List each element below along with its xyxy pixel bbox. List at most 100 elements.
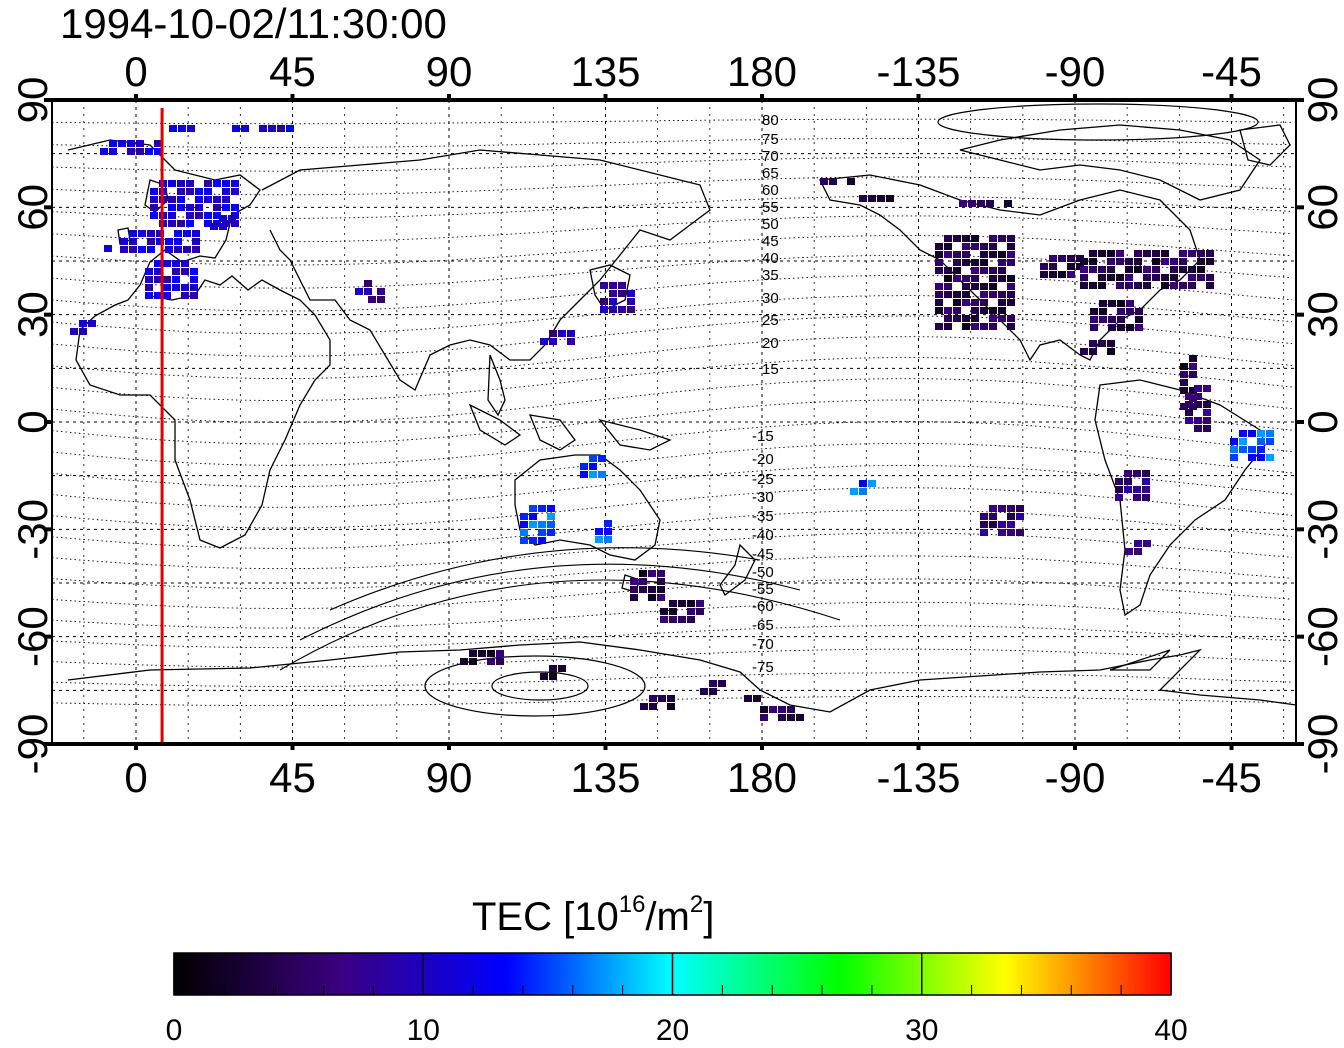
axis-tick-label: 30 [9, 291, 56, 338]
contour-label: 40 [762, 250, 779, 267]
tick-mark [760, 94, 764, 102]
contour-label: -50 [752, 564, 774, 581]
contour-label: 75 [762, 131, 779, 148]
contour-label: -25 [752, 471, 774, 488]
axis-tick-label: -30 [1299, 499, 1344, 560]
tec-patch-japan [355, 280, 372, 295]
tec-patch-south-america [1115, 470, 1150, 501]
colorbar-tick-label: 10 [407, 1014, 440, 1047]
axis-tick-label: -60 [1299, 606, 1344, 667]
axis-tick-label: -60 [9, 606, 56, 667]
tick-mark [603, 742, 608, 750]
contour-label: 80 [762, 112, 779, 129]
tec-patch-south-america [1125, 540, 1151, 555]
tick-mark [1073, 742, 1077, 750]
tec-patch-north-america [820, 178, 855, 185]
tick-mark [916, 742, 921, 750]
tec-patch-europe [210, 215, 236, 230]
tec-patch-north-america [859, 195, 894, 202]
tick-mark [44, 742, 52, 746]
tec-patch-north-america [1080, 250, 1214, 289]
axis-tick-label: -45 [1201, 754, 1262, 801]
colorbar-ticks: 0 10 20 30 40 [166, 953, 1188, 1047]
contour-line [937, 103, 1259, 141]
contour-line [51, 399, 1293, 445]
tec-patch-antarctica [660, 600, 704, 623]
tec-patch-north-america [1080, 340, 1115, 355]
contour-label: 70 [762, 148, 779, 165]
contour-line [51, 357, 1293, 402]
contour-label: -30 [752, 489, 774, 506]
tec-patch-antarctica [640, 695, 675, 710]
axis-tick-label: 135 [570, 48, 640, 95]
tec-patch-europe [232, 125, 294, 132]
axis-tick-label: 90 [426, 754, 473, 801]
contour-line [279, 579, 841, 671]
tec-patch-japan [600, 282, 635, 313]
contour-label: -65 [752, 617, 774, 634]
contour-line [51, 315, 1293, 357]
axis-tick-label: -30 [9, 499, 56, 560]
contour-line [424, 655, 646, 717]
tick-mark [1296, 205, 1304, 210]
tec-patch-antarctica [760, 706, 804, 721]
longitude-axis-top: 0 45 90 135 180 -135 -90 -45 [124, 48, 1262, 95]
axis-tick-label: 90 [9, 77, 56, 124]
tick-mark [44, 527, 52, 532]
contour-line [51, 378, 1293, 423]
contour-label: 35 [762, 267, 779, 284]
contour-label: -20 [752, 451, 774, 468]
contour-label: 55 [762, 199, 779, 216]
colorbar-tick-label: 0 [166, 1014, 183, 1047]
axis-tick-label: -45 [1201, 48, 1262, 95]
contour-line [51, 295, 1293, 335]
colorbar-tick-label: 40 [1154, 1014, 1187, 1047]
axis-tick-label: -90 [1299, 714, 1344, 775]
contour-label: -35 [752, 508, 774, 525]
plot-title: 1994-10-02/11:30:00 [60, 0, 447, 47]
colorbar: TEC [1016/m2] 0 10 20 30 40 [166, 891, 1188, 1047]
axis-tick-label: 180 [727, 754, 797, 801]
axis-tick-label: 90 [1299, 77, 1344, 124]
tick-mark [134, 94, 138, 102]
contour-line [329, 547, 761, 611]
contour-line [491, 671, 589, 701]
tec-patch-japan [540, 330, 575, 345]
axis-tick-label: 135 [570, 754, 640, 801]
contour-line [51, 336, 1293, 379]
tick-mark [44, 205, 52, 210]
axis-tick-label: 0 [9, 410, 56, 433]
tec-patch-antarctica [700, 680, 726, 695]
tick-mark [1073, 94, 1077, 102]
tick-mark [760, 742, 764, 750]
tec-patch-antarctica [540, 665, 566, 680]
colorbar-title: TEC [1016/m2] [472, 891, 714, 939]
axis-tick-label: -135 [876, 48, 960, 95]
longitude-axis-bottom: 0 45 90 135 180 -135 -90 -45 [124, 754, 1262, 801]
contour-label: 30 [762, 290, 779, 307]
contour-label: 45 [762, 233, 779, 250]
tick-mark [290, 742, 295, 750]
tick-mark [44, 312, 52, 317]
colorbar-tick-label: 20 [656, 1014, 689, 1047]
contour-label: 60 [762, 182, 779, 199]
contour-label: 25 [762, 312, 779, 329]
tick-mark [1296, 527, 1304, 532]
contour-label: -75 [752, 659, 774, 676]
tick-mark [1296, 98, 1304, 102]
tick-mark [44, 634, 52, 639]
contour-line [51, 465, 1293, 508]
tec-patch-antarctica [460, 650, 504, 665]
tick-mark [1296, 634, 1304, 639]
axis-tick-label: 180 [727, 48, 797, 95]
tick-mark [447, 742, 451, 750]
tec-patch-antarctica [630, 570, 665, 601]
tick-mark [290, 94, 295, 102]
tec-patch-antarctica [744, 695, 761, 702]
axis-tick-label: -135 [876, 754, 960, 801]
axis-tick-label: 60 [1299, 184, 1344, 231]
contour-line [51, 555, 1293, 590]
tec-patch-europe [120, 230, 200, 253]
contour-label: 15 [762, 361, 779, 378]
